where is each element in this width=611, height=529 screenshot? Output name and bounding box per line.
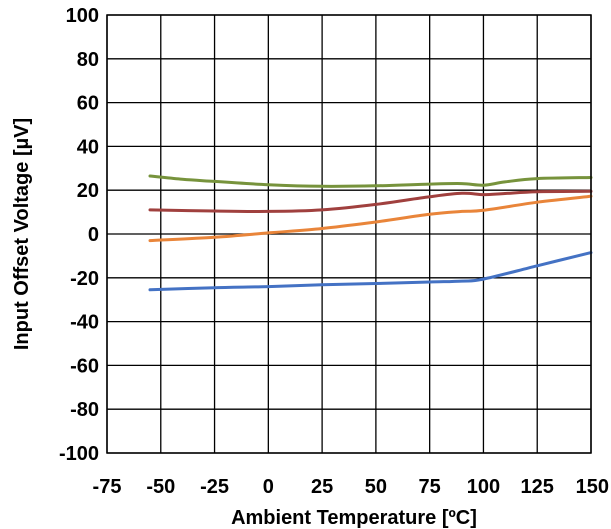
y-tick-label: 60 — [77, 93, 99, 115]
x-tick-label: 125 — [521, 476, 554, 498]
y-tick-label: 40 — [77, 136, 99, 158]
y-axis-label: Input Offset Voltage [µV] — [11, 118, 33, 350]
series-line-4 — [148, 251, 593, 292]
x-tick-label: 50 — [365, 476, 387, 498]
y-tick-label: 0 — [88, 224, 99, 246]
y-tick-label: 20 — [77, 180, 99, 202]
series-line-1 — [148, 174, 593, 188]
x-axis-tick-labels: -75 -50 -25 0 25 50 75 100 125 150 — [93, 476, 609, 498]
y-tick-label: -100 — [59, 443, 99, 465]
y-tick-label: 80 — [77, 49, 99, 71]
x-tick-label: 150 — [576, 476, 609, 498]
y-axis-tick-labels: 100 80 60 40 20 0 -20 -40 -60 -80 -100 — [59, 5, 99, 465]
plot-frame — [106, 14, 592, 454]
x-tick-label: 0 — [263, 476, 274, 498]
x-axis-label: Ambient Temperature [ºC] — [231, 507, 477, 529]
y-tick-label: -40 — [70, 312, 99, 334]
x-tick-label: 100 — [467, 476, 500, 498]
series-group — [148, 174, 593, 292]
y-tick-label: -80 — [70, 399, 99, 421]
series-line-2 — [148, 189, 593, 213]
y-tick-label: -60 — [70, 355, 99, 377]
x-tick-label: -50 — [146, 476, 175, 498]
grid-lines — [106, 14, 592, 454]
x-tick-label: -75 — [93, 476, 122, 498]
x-tick-label: -25 — [200, 476, 229, 498]
x-tick-label: 25 — [311, 476, 333, 498]
series-line-3 — [148, 194, 593, 243]
y-tick-label: -20 — [70, 268, 99, 290]
x-tick-label: 75 — [419, 476, 441, 498]
y-tick-label: 100 — [66, 5, 99, 27]
